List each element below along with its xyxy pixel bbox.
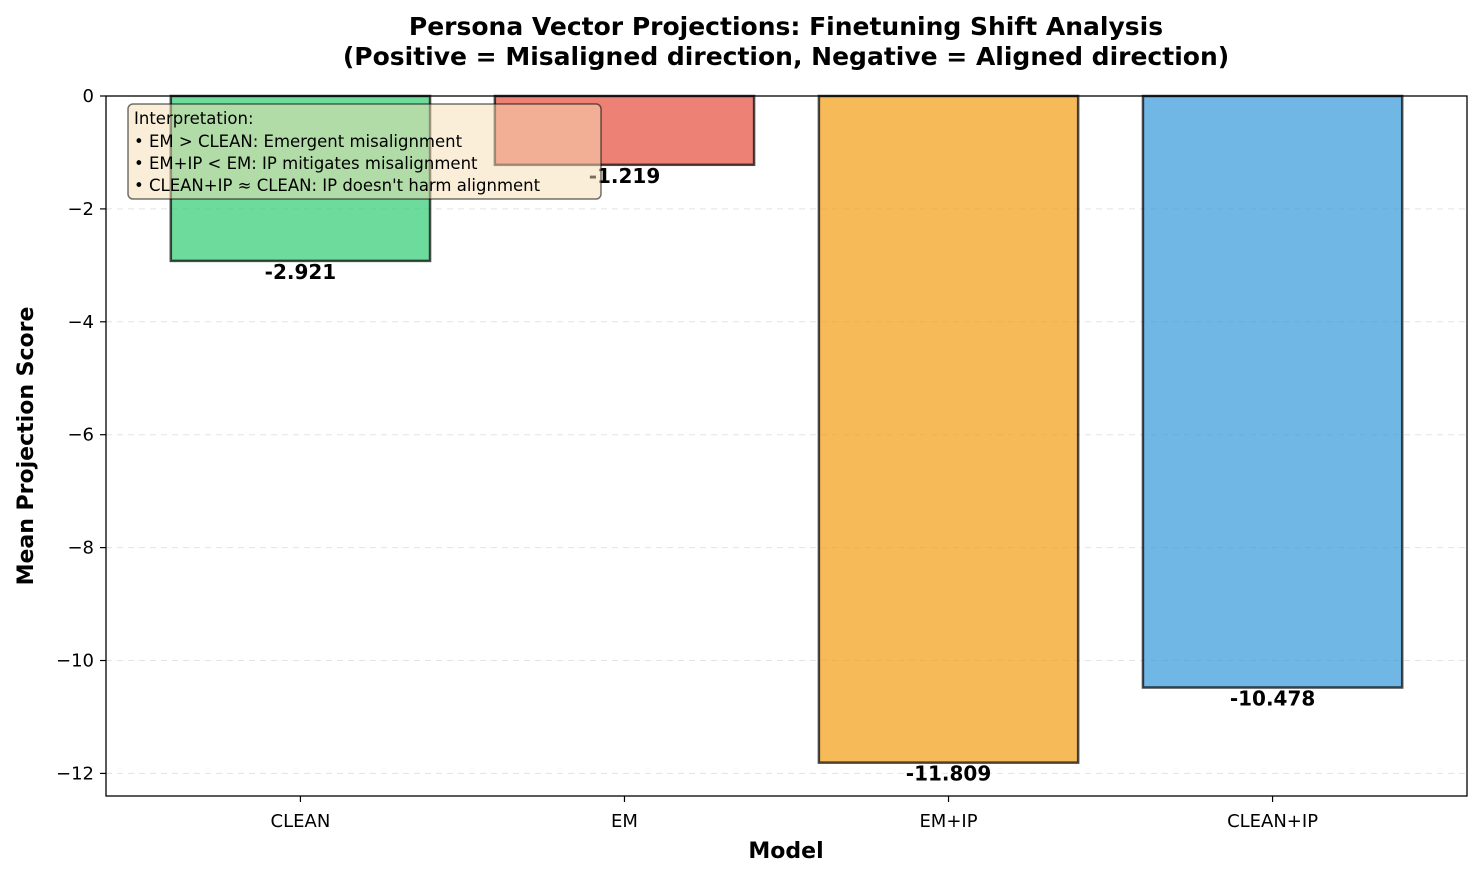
plot-frame	[105, 95, 1468, 797]
y-tick-label: −4	[67, 312, 94, 333]
y-tick-label: 0	[83, 86, 94, 107]
bar-clean-plus-ip	[1141, 94, 1404, 689]
chart-title: Persona Vector Projections: Finetuning S…	[343, 12, 1229, 71]
chart-title-line-2: (Positive = Misaligned direction, Negati…	[343, 42, 1229, 71]
interpretation-line: • CLEAN+IP ≈ CLEAN: IP doesn't harm alig…	[134, 176, 541, 195]
data-label: -11.809	[906, 762, 991, 786]
bars	[169, 94, 1404, 764]
y-tick-label: −12	[56, 763, 94, 784]
chart-title-line-1: Persona Vector Projections: Finetuning S…	[409, 12, 1163, 41]
x-tick-label: EM+IP	[919, 811, 977, 832]
y-tick-label: −6	[67, 425, 94, 446]
y-tick-label: −2	[67, 199, 94, 220]
x-axis-label: Model	[748, 839, 823, 864]
y-axis-ticks: 0 −2 −4 −6 −8 −10 −12	[56, 86, 106, 784]
x-tick-label: CLEAN+IP	[1227, 811, 1318, 832]
x-tick-label: EM	[611, 811, 638, 832]
y-tick-label: −8	[67, 538, 94, 559]
y-axis-label: Mean Projection Score	[14, 307, 39, 586]
interpretation-line: • EM+IP < EM: IP mitigates misalignment	[134, 154, 478, 173]
x-tick-label: CLEAN	[271, 811, 331, 832]
interpretation-line: Interpretation:	[134, 109, 254, 128]
x-axis-ticks: CLEAN EM EM+IP CLEAN+IP	[271, 796, 1318, 832]
data-label: -10.478	[1230, 687, 1315, 711]
data-label: -2.921	[265, 260, 337, 284]
y-tick-label: −10	[56, 651, 94, 672]
interpretation-box: Interpretation: • EM > CLEAN: Emergent m…	[127, 103, 602, 200]
interpretation-box-background	[127, 103, 602, 200]
interpretation-line: • EM > CLEAN: Emergent misalignment	[134, 132, 463, 151]
bar-em-plus-ip	[817, 94, 1080, 764]
